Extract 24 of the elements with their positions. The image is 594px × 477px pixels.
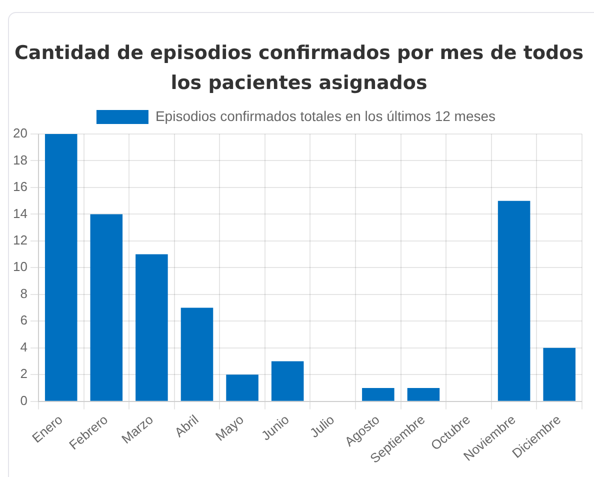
chart-title: Cantidad de episodios confirmados por mes de todos los pacientes asignados bbox=[14, 41, 584, 96]
y-tick-label: 2 bbox=[20, 366, 28, 382]
y-tick-label: 0 bbox=[20, 392, 28, 408]
y-tick-label: 16 bbox=[12, 179, 28, 194]
y-tick-label: 10 bbox=[12, 259, 28, 274]
y-tick-label: 8 bbox=[20, 286, 28, 301]
bar bbox=[407, 388, 440, 401]
bar bbox=[226, 374, 258, 401]
bar bbox=[498, 200, 530, 401]
y-tick-label: 6 bbox=[20, 312, 28, 328]
y-tick-label: 4 bbox=[20, 339, 28, 354]
y-tick-label: 12 bbox=[12, 232, 28, 248]
bar bbox=[90, 214, 123, 401]
bar bbox=[180, 308, 214, 401]
legend-label: Episodios confirmados totales en los últimos 12 meses bbox=[155, 108, 496, 124]
bar bbox=[44, 134, 78, 401]
y-tick-label: 20 bbox=[12, 126, 28, 141]
x-tick-label: Julio bbox=[306, 412, 338, 441]
bar bbox=[271, 361, 304, 401]
bar bbox=[136, 254, 168, 401]
bar bbox=[362, 388, 394, 401]
y-tick-label: 18 bbox=[12, 152, 28, 168]
bar bbox=[543, 348, 576, 401]
y-tick-label: 14 bbox=[12, 206, 28, 221]
